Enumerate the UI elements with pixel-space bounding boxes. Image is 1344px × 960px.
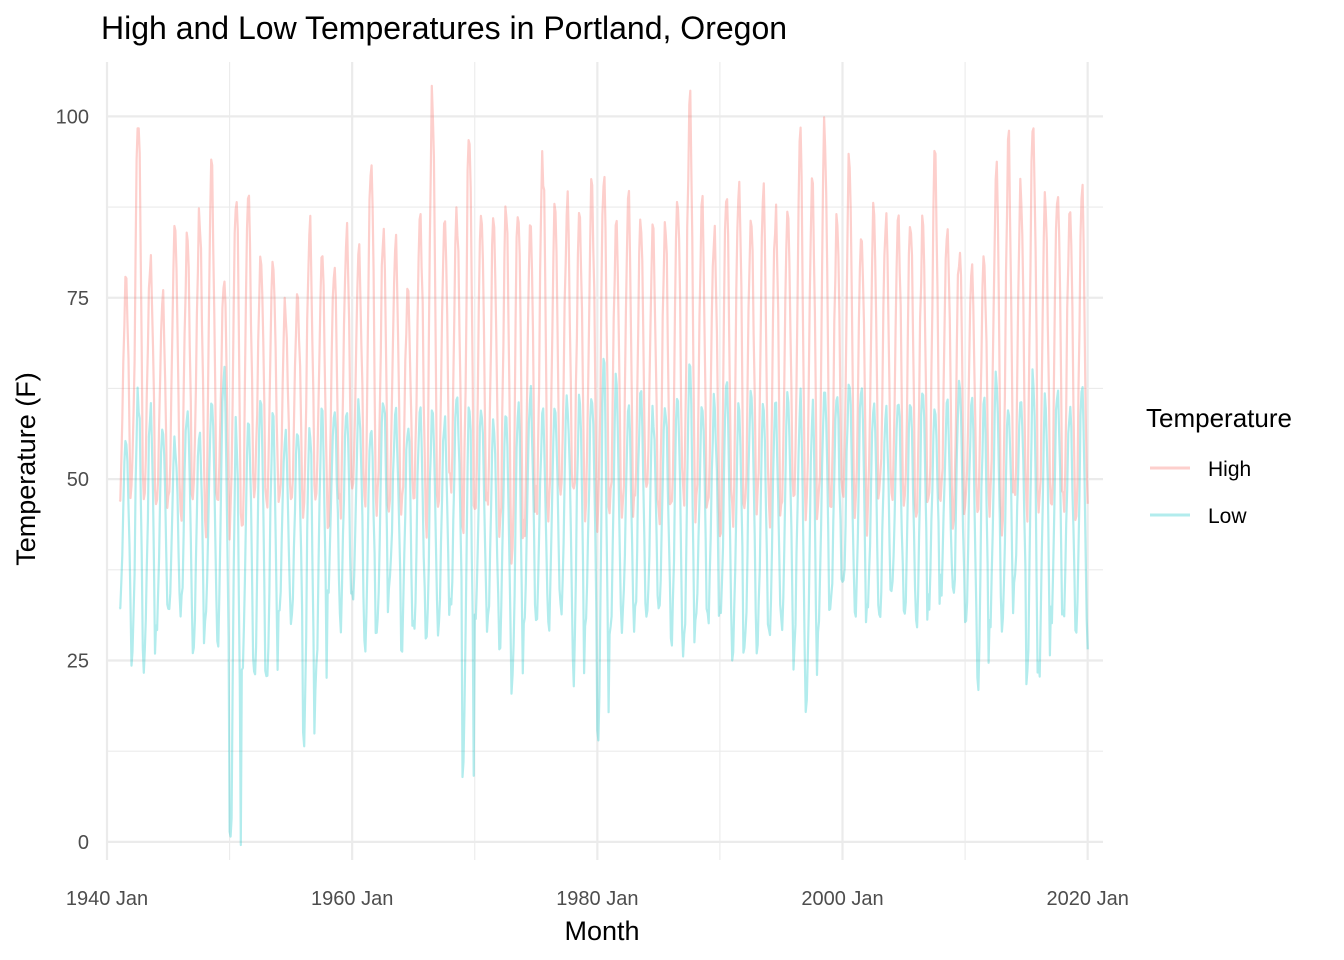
x-tick-label: 2000 Jan [801, 888, 883, 910]
legend-title: Temperature [1146, 403, 1292, 433]
y-tick-label: 0 [78, 832, 89, 854]
x-tick-label: 1960 Jan [311, 888, 393, 910]
y-tick-label: 75 [67, 288, 89, 310]
grid [105, 62, 1103, 860]
y-axis-ticks: 0 25 50 75 100 [56, 106, 89, 853]
legend-label-high: High [1208, 458, 1251, 481]
y-tick-label: 50 [67, 469, 89, 491]
x-axis-title: Month [564, 916, 639, 946]
x-tick-label: 2020 Jan [1047, 888, 1129, 910]
y-tick-label: 100 [56, 106, 89, 128]
series-layer [118, 84, 1089, 847]
x-axis-ticks: 1940 Jan 1960 Jan 1980 Jan 2000 Jan 2020 Jan [66, 888, 1129, 910]
x-tick-label: 1940 Jan [66, 888, 148, 910]
legend-label-low: Low [1208, 505, 1247, 528]
legend: Temperature High Low [1146, 403, 1292, 528]
x-tick-label: 1980 Jan [556, 888, 638, 910]
y-tick-label: 25 [67, 651, 89, 673]
series-line-low [118, 357, 1089, 847]
chart-title: High and Low Temperatures in Portland, O… [101, 10, 787, 46]
y-axis-title: Temperature (F) [11, 372, 41, 566]
series-line-high [118, 84, 1089, 565]
